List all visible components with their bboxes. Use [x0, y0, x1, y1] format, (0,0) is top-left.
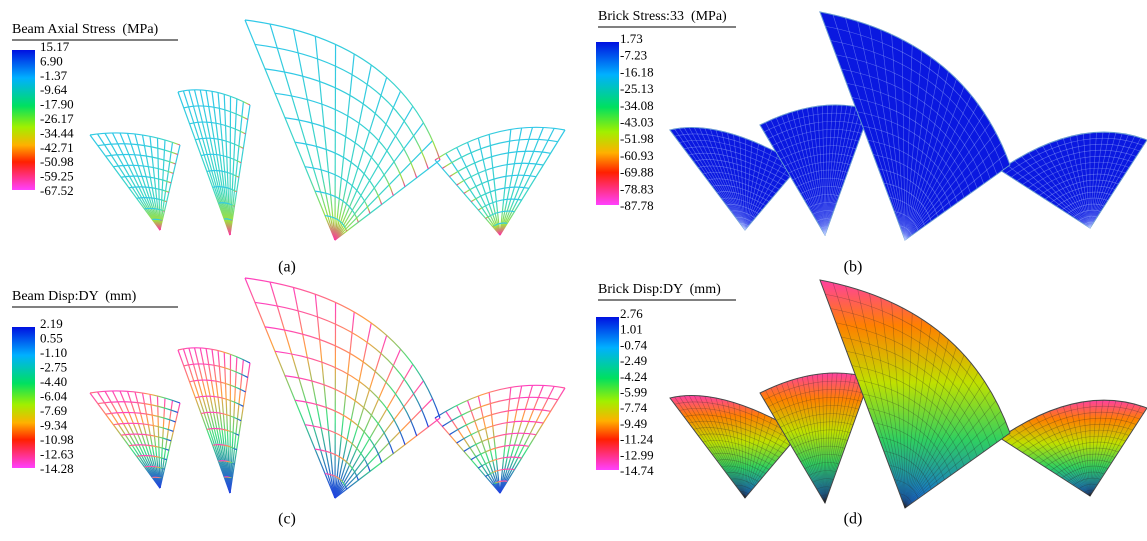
- legend-label: 6.90: [40, 53, 63, 68]
- legend-label: -17.90: [40, 97, 74, 112]
- legend-label: -10.98: [40, 432, 74, 447]
- panel-caption: (c): [278, 511, 296, 528]
- legend-label: -9.49: [620, 416, 647, 431]
- legend-label: -9.34: [40, 417, 68, 432]
- legend-label: -12.63: [40, 446, 74, 461]
- figure: Beam Axial Stress (MPa)15.176.90-1.37-9.…: [0, 0, 1147, 541]
- shell-meridian: [293, 29, 335, 240]
- legend-label: -2.75: [40, 359, 67, 374]
- shell-meridian: [270, 24, 335, 240]
- color-bar: [596, 317, 619, 470]
- shell-meridian: [446, 411, 500, 493]
- shell-meridian: [500, 128, 543, 236]
- shell-meridian: [178, 350, 230, 493]
- shell-meridian: [335, 302, 336, 498]
- color-bar: [12, 327, 35, 468]
- legend-label: -60.93: [620, 148, 654, 163]
- shell-meridian: [335, 418, 440, 498]
- shell-meridian: [315, 294, 335, 498]
- legend-label: -67.52: [40, 183, 74, 198]
- shell-meridian: [293, 287, 335, 498]
- shell-meridian: [335, 323, 371, 498]
- shell-meridian: [90, 135, 160, 230]
- legend-label: -87.78: [620, 198, 654, 213]
- legend-title: Brick Disp:DY (mm): [598, 282, 721, 297]
- legend-label: -12.99: [620, 447, 654, 462]
- shell-meridian: [230, 360, 243, 493]
- shell-meridian: [245, 20, 335, 240]
- shell-meridian: [500, 386, 522, 493]
- shell-meridian: [335, 44, 336, 240]
- shell-meridian: [245, 278, 335, 498]
- legend-label: -42.71: [40, 140, 74, 155]
- legend-label: -69.88: [620, 165, 654, 180]
- legend-label: -14.28: [40, 461, 74, 476]
- shell-meridian: [335, 65, 371, 240]
- legend-label: -1.37: [40, 68, 68, 83]
- legend-title: Beam Axial Stress (MPa): [12, 22, 159, 37]
- legend-label: 0.55: [40, 330, 63, 345]
- shell-meridian: [478, 396, 500, 493]
- shell-meridian: [435, 160, 500, 235]
- legend-label: -43.03: [620, 114, 654, 129]
- legend-label: -14.74: [620, 463, 654, 478]
- legend-label: -5.99: [620, 384, 647, 399]
- legend-label: 15.17: [40, 39, 70, 54]
- legend-label: -25.13: [620, 81, 654, 96]
- legend-label: -0.74: [620, 337, 648, 352]
- legend-label: -50.98: [40, 154, 74, 169]
- legend-label: -59.25: [40, 169, 74, 184]
- legend-label: -7.69: [40, 403, 67, 418]
- shell-meridian: [270, 282, 335, 498]
- panel-caption: (d): [844, 511, 863, 528]
- panel-caption: (a): [278, 259, 296, 276]
- shell-meridian: [90, 393, 160, 488]
- shell-meridian: [183, 91, 230, 235]
- legend-label: -26.17: [40, 111, 74, 126]
- shell-meridian: [178, 92, 230, 235]
- shell-meridian: [230, 96, 231, 235]
- legend-title: Brick Stress:33 (MPa): [598, 9, 727, 24]
- shell-meridian: [446, 153, 500, 235]
- legend-label: -7.74: [620, 400, 648, 415]
- legend-title: Beam Disp:DY (mm): [12, 289, 137, 304]
- legend-label: 1.01: [620, 322, 643, 337]
- shell-meridian: [183, 349, 230, 493]
- shell-meridian: [230, 102, 243, 235]
- shell-meridian: [435, 418, 500, 493]
- legend-label: -1.10: [40, 345, 67, 360]
- legend-label: -7.23: [620, 48, 647, 63]
- legend-label: 2.19: [40, 316, 63, 331]
- legend-label: -34.44: [40, 125, 74, 140]
- shell-meridian: [335, 160, 440, 240]
- legend-label: -11.24: [620, 432, 654, 447]
- legend-label: -4.40: [40, 374, 67, 389]
- legend-label: -4.24: [620, 369, 648, 384]
- legend-label: -9.64: [40, 82, 68, 97]
- shell-meridian: [315, 36, 335, 240]
- legend-label: -78.83: [620, 181, 654, 196]
- legend-label: 2.76: [620, 306, 643, 321]
- shell-meridian: [500, 128, 522, 235]
- color-bar: [596, 42, 619, 205]
- legend-label: 1.73: [620, 31, 643, 46]
- legend-label: -51.98: [620, 131, 654, 146]
- legend-label: -6.04: [40, 388, 68, 403]
- color-bar: [12, 50, 35, 190]
- legend-label: -34.08: [620, 98, 654, 113]
- shell-meridian: [500, 386, 543, 494]
- legend-label: -2.49: [620, 353, 647, 368]
- shell-meridian: [230, 354, 231, 493]
- shell-meridian: [478, 138, 500, 235]
- panel-caption: (b): [844, 259, 863, 276]
- legend-label: -16.18: [620, 64, 654, 79]
